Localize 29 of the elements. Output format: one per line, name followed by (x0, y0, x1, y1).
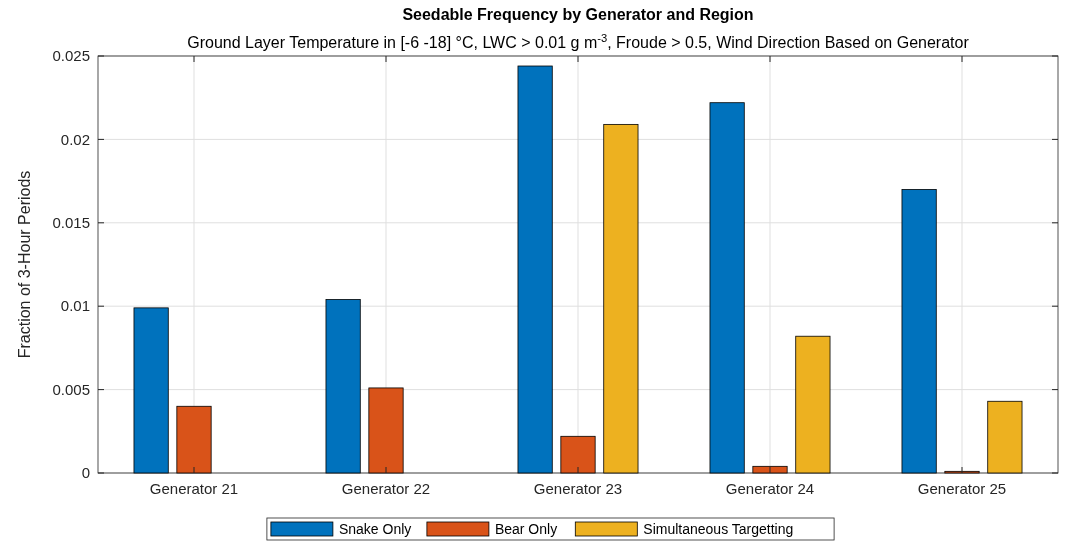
legend-label: Bear Only (494, 521, 558, 537)
bar (603, 123, 639, 474)
bar (560, 435, 596, 474)
y-tick-label: 0.015 (52, 214, 90, 232)
bar (368, 387, 404, 474)
x-tick-label: Generator 22 (341, 480, 431, 497)
bar (709, 102, 745, 474)
bar (901, 189, 937, 474)
y-tick-label: 0 (81, 464, 90, 482)
y-tick-label: 0.01 (60, 297, 90, 315)
bar (517, 65, 553, 474)
y-tick-label: 0.025 (52, 47, 90, 65)
y-tick-label: 0.005 (52, 380, 90, 398)
x-tick-label: Generator 24 (725, 480, 815, 497)
bar (325, 299, 361, 474)
legend-label: Simultaneous Targetting (643, 521, 794, 537)
bar (987, 400, 1023, 474)
x-tick-label: Generator 25 (917, 480, 1007, 497)
y-axis-title: Fraction of 3-Hour Periods (16, 170, 33, 359)
legend-label: Snake Only (338, 521, 412, 537)
x-tick-label: Generator 21 (149, 480, 239, 497)
y-tick-label: 0.02 (60, 130, 90, 148)
x-tick-label: Generator 23 (533, 480, 623, 497)
chart-subtitle: Ground Layer Temperature in [-6 -18] °C, LWC > 0.01 g m$^{-3}$, Froude > 0.5, Wind Direction Based on Generator (187, 32, 970, 51)
bar (133, 307, 169, 474)
bar (752, 465, 788, 474)
chart-title: Seedable Frequency by Generator and Region (402, 6, 754, 23)
bar (795, 335, 831, 474)
bar (176, 405, 212, 474)
